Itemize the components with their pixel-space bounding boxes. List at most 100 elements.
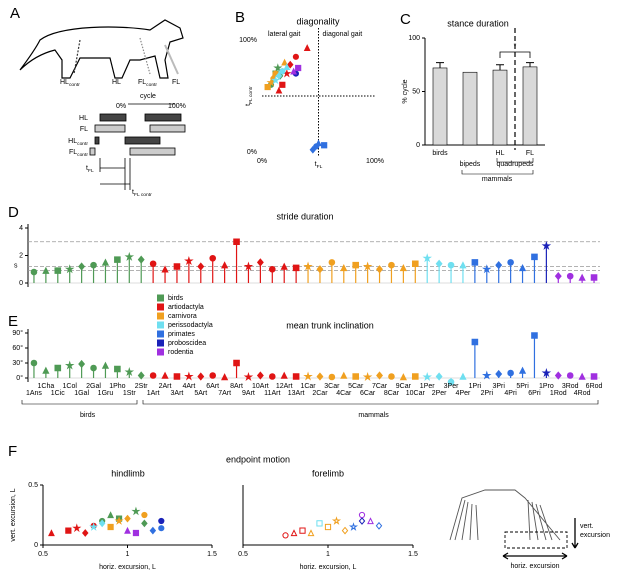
marker [367,517,374,525]
marker [107,523,114,531]
marker [78,359,86,369]
marker [54,267,62,274]
marker [362,371,373,382]
cycle-end: 100% [168,103,186,110]
marker [388,373,395,380]
marker [358,517,366,525]
chart-title: stride duration [276,211,333,221]
text-sub: FL contr [134,192,152,198]
row-label: FLcontr [69,149,88,158]
marker [209,372,217,379]
marker [161,265,169,273]
marker [376,265,383,274]
y-tick-label: 4 [19,225,23,232]
cycle-start: 0% [116,103,126,110]
marker [184,255,194,266]
marker [531,253,538,261]
gait-bar [144,113,182,122]
x-tick-label: 8Art [230,383,243,390]
marker [54,364,62,372]
marker [422,253,432,263]
marker [531,332,538,339]
marker [348,522,359,531]
error-bar [496,64,504,71]
legend-swatch [157,321,164,329]
marker [268,373,276,380]
x-tick-label: 1.5 [207,551,217,558]
x-tick-label: HL [496,150,505,157]
x-tick-label: 3Art [171,390,184,397]
bar [462,71,478,146]
diagram-label: vert. [580,523,594,530]
marker [578,372,586,380]
text-main: FL [69,149,77,156]
marker [42,366,50,374]
marker [243,371,254,382]
x-tick-label: 2Per [432,390,447,397]
y-tick-label: 100 [408,35,420,42]
x-tick-label: 0.5 [38,551,48,558]
t-fl-contr: tFL contr [132,189,152,198]
marker [78,262,86,271]
marker [328,373,336,381]
error-bar [436,62,444,68]
marker [90,261,97,269]
marker [48,529,55,537]
panel-label: D [8,204,19,221]
marker [495,260,503,270]
diagram-label: horiz. excursion [510,563,559,570]
x-tick-label: 1Rod [550,390,567,397]
text-sub: FL [88,168,94,174]
x-tick-label: 1Cha [38,383,55,390]
y-tick-label: 50 [412,88,420,95]
gait-bar [124,136,161,145]
marker [101,361,110,369]
group-label: quadrupeds [497,161,534,168]
y-tick-label: 30° [12,359,23,367]
legend-swatch [157,348,164,356]
x-tick-label: birds [432,150,448,157]
marker [447,378,455,386]
x-tick-label: 5Art [194,390,207,397]
x-tick-label: 13Art [288,390,305,397]
x-tick-label: 12Art [276,383,293,390]
marker [89,522,99,531]
x-tick-label: 8Car [384,390,400,397]
x-tick-label: 1Car [300,383,316,390]
marker [280,371,288,379]
dog-outline [19,19,184,79]
text-main: t [315,161,317,168]
panel-label: F [8,443,17,460]
gait-bar [149,124,186,133]
marker [316,372,324,381]
y-tick-label: 0% [247,149,257,156]
marker [340,263,348,272]
y-tick-label: 0.5 [28,482,38,489]
legend-label: rodentia [168,349,193,356]
x-tick-label: 1Per [420,383,435,390]
marker [292,373,300,380]
marker [495,369,503,379]
marker [518,366,527,374]
gait-bar [99,113,127,122]
marker [459,261,467,269]
x-tick-label: 3Rod [562,383,579,390]
marker [173,373,181,380]
text-main: FL [172,79,180,86]
marker [281,58,289,66]
panel-label: B [235,9,245,26]
x-tick-label: 3Per [444,383,459,390]
marker [482,370,492,380]
marker [352,261,360,269]
group-label: birds [80,412,96,419]
chart-title: diagonality [296,16,340,26]
marker [315,139,322,147]
x-tick-label: 1 [126,551,130,558]
marker [283,63,291,70]
y-tick-label: 0 [34,542,38,549]
marker [590,373,598,380]
marker [161,371,169,379]
chart-title: hindlimb [111,468,145,478]
marker [295,64,302,72]
leg-hl-contr [73,39,81,75]
